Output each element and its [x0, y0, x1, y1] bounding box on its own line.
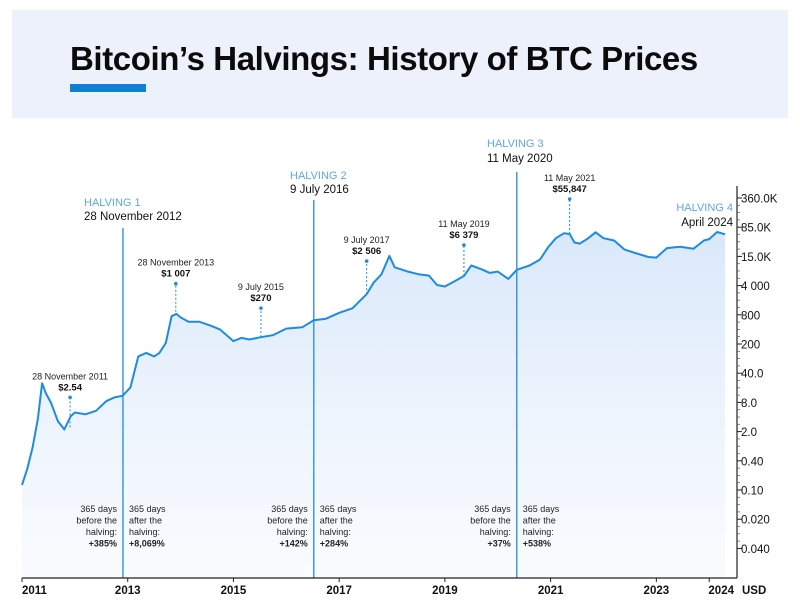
halving-date: April 2024 — [681, 217, 733, 229]
period-note-line: 365 days — [320, 504, 357, 514]
y-tick-label: 800 — [741, 310, 760, 322]
halving-date: 9 July 2016 — [290, 184, 349, 196]
halving-date: 28 November 2012 — [84, 211, 182, 223]
halving-label: HALVING 4 — [676, 202, 733, 214]
halving-label: HALVING 2 — [290, 170, 347, 182]
period-note-line: 365 days — [129, 504, 166, 514]
period-note-line: halving: — [480, 527, 511, 537]
period-note-line: before the — [470, 516, 511, 526]
annotation-dot — [68, 395, 72, 400]
annotation-price: $6 379 — [449, 230, 478, 241]
period-note-line: before the — [76, 516, 117, 526]
annotation-price: $2 506 — [352, 246, 381, 257]
annotation-dot — [364, 259, 369, 263]
period-note-line: 365 days — [474, 504, 511, 514]
annotation-dot — [462, 243, 466, 247]
period-note-line: after the — [129, 516, 162, 526]
y-tick-label: 0.040 — [741, 544, 770, 556]
annotation-dot — [174, 281, 178, 286]
y-tick-label: 4 000 — [741, 281, 770, 293]
annotation-date: 28 November 2011 — [32, 371, 108, 381]
period-note-line: after the — [523, 516, 556, 526]
period-note-line: +538% — [523, 539, 551, 549]
period-note-line: halving: — [320, 527, 351, 537]
x-tick-label: 2023 — [644, 585, 670, 597]
x-tick-label: 2019 — [432, 585, 458, 597]
annotation-price: $270 — [250, 293, 271, 304]
y-tick-label: 0.10 — [741, 486, 763, 498]
annotation-date: 28 November 2013 — [138, 258, 215, 268]
y-tick-label: 0.020 — [741, 515, 770, 527]
annotation-price: $1 007 — [161, 269, 190, 280]
x-tick-label: 2017 — [326, 585, 352, 597]
halving-label: HALVING 3 — [487, 138, 544, 150]
halving-label: HALVING 1 — [84, 197, 141, 209]
halving-date: 11 May 2020 — [487, 153, 553, 165]
annotation-dot — [259, 306, 263, 310]
price-area-fill — [22, 232, 726, 578]
annotation-date: 9 July 2017 — [344, 235, 390, 245]
y-tick-label: 2.0 — [741, 427, 757, 439]
annotation-date: 11 May 2021 — [544, 173, 595, 183]
period-note-line: halving: — [277, 527, 308, 537]
period-note-line: 365 days — [271, 504, 308, 514]
x-tick-label: 2013 — [115, 585, 141, 597]
header-band — [12, 10, 788, 118]
y-tick-label: 360.0K — [741, 194, 778, 206]
period-note-line: +142% — [280, 539, 308, 549]
period-note-line: after the — [320, 516, 353, 526]
period-note-line: +385% — [89, 539, 117, 549]
x-tick-label: 2015 — [221, 585, 247, 597]
period-note-line: 365 days — [80, 504, 117, 514]
period-note-line: +284% — [320, 539, 348, 549]
period-note-line: halving: — [86, 527, 117, 537]
period-note-line: before the — [267, 516, 308, 526]
y-tick-label: 8.0 — [741, 398, 757, 410]
x-tick-label: 2021 — [538, 585, 564, 597]
period-note-line: +8,069% — [129, 539, 165, 549]
title-accent-bar — [70, 84, 146, 92]
annotation-price: $55,847 — [552, 184, 586, 195]
x-tick-label: 2011 — [22, 585, 48, 597]
x-tick-label: 2024 — [708, 585, 734, 597]
y-unit-label: USD — [742, 585, 766, 597]
y-tick-label: 0.40 — [741, 456, 763, 468]
annotation-date: 9 July 2015 — [238, 282, 284, 292]
annotation-price: $2.54 — [58, 382, 82, 393]
period-note-line: halving: — [523, 527, 554, 537]
period-note-line: halving: — [129, 527, 160, 537]
y-tick-label: 200 — [741, 340, 760, 352]
period-note-line: 365 days — [523, 504, 560, 514]
period-note-line: +37% — [488, 539, 511, 549]
y-tick-label: 85.0K — [741, 223, 771, 235]
page-title: Bitcoin’s Halvings: History of BTC Price… — [70, 40, 698, 77]
annotation-dot — [567, 197, 572, 201]
btc-price-line — [21, 231, 726, 486]
y-tick-label: 15.0K — [741, 252, 771, 264]
y-tick-label: 40.0 — [741, 369, 763, 381]
annotation-date: 11 May 2019 — [438, 219, 489, 229]
